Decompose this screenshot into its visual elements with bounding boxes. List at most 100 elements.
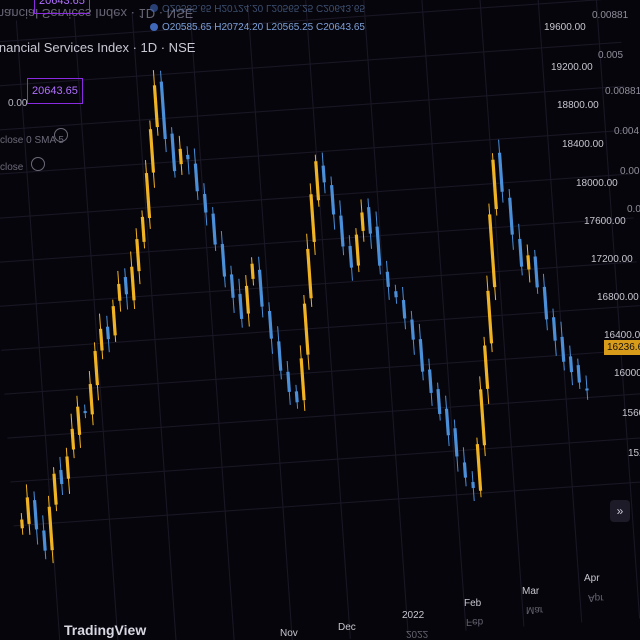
time-axis-label: 2022 <box>402 610 425 621</box>
candle-body <box>117 283 122 301</box>
candle-body <box>202 193 208 213</box>
candle-body <box>306 248 313 299</box>
candle-body <box>193 163 199 192</box>
candle-body <box>453 428 459 457</box>
price-axis-label: 19600.00 <box>544 22 586 33</box>
candle-body <box>436 388 442 415</box>
mirrored-time-axis-label: 2022 <box>406 628 429 639</box>
candle-body <box>418 339 425 372</box>
candle-body <box>186 154 190 160</box>
price-axis-label: 17200.00 <box>591 254 633 265</box>
candle-body <box>238 293 244 320</box>
candle-body <box>111 306 117 336</box>
candle-body <box>88 383 94 415</box>
candle-body <box>76 406 82 435</box>
secondary-axis-label: 0.00881 <box>605 86 640 97</box>
last-value-box[interactable]: 20643.65 <box>27 78 83 104</box>
candle-body <box>471 481 475 489</box>
time-axis-label: Dec <box>338 622 356 633</box>
mirrored-time-axis-label: Mar <box>526 604 544 615</box>
time-axis-label: Nov <box>280 628 298 639</box>
candle-body <box>330 185 336 215</box>
candle-body <box>444 408 450 436</box>
candle-wick <box>585 375 589 400</box>
grid-line <box>302 0 355 640</box>
grid-line <box>533 0 587 640</box>
candle-body <box>526 255 531 270</box>
candle-body <box>25 497 31 525</box>
top-value-box[interactable]: 20643.65 <box>34 0 90 14</box>
grid-line <box>0 257 640 310</box>
price-axis-label: 16800.00 <box>597 292 639 303</box>
candle-body <box>257 269 264 307</box>
indicator-sma-label[interactable]: close 0 SMA 5 <box>0 135 64 146</box>
series-dot-icon <box>150 23 158 32</box>
price-axis-label: 1560 <box>622 408 640 419</box>
candle-body <box>170 133 177 172</box>
candle-body <box>105 326 110 340</box>
candle-body <box>302 303 310 355</box>
candle-body <box>518 238 524 267</box>
candle-body <box>47 506 54 551</box>
grid-line <box>0 37 640 91</box>
candle-body <box>32 500 39 530</box>
candle-body <box>286 371 291 392</box>
candle-body <box>220 243 227 277</box>
price-axis-label: 16400.00 <box>604 330 640 341</box>
grid-line <box>0 169 640 222</box>
grid-line <box>0 0 640 47</box>
price-axis-label: 18000.00 <box>576 178 618 189</box>
candle-body <box>348 245 354 268</box>
mirrored-ohlc: O20585.65 H20724.20 L20565.25 C20643.65 <box>150 2 365 13</box>
indicator-close-label[interactable]: close <box>0 162 24 173</box>
candle-body <box>560 336 566 362</box>
candle-body <box>52 473 58 505</box>
candle-body <box>462 462 468 478</box>
candle-body <box>576 365 581 383</box>
candle-body <box>65 456 71 479</box>
candle-body <box>250 263 255 280</box>
candle-body <box>140 216 146 242</box>
secondary-axis-label: 0.004 <box>614 126 640 137</box>
eye-slash-icon[interactable] <box>31 157 45 171</box>
secondary-axis-label: 0.00881 <box>592 10 629 21</box>
eye-slash-icon[interactable] <box>54 128 68 142</box>
mirrored-time-axis-label: Apr <box>588 592 604 603</box>
chevron-right-icon[interactable]: » <box>610 500 630 522</box>
candle-body <box>277 341 283 371</box>
candle-body <box>385 271 390 288</box>
symbol-title[interactable]: inancial Services Index · 1D · NSE <box>0 40 196 55</box>
grid-line <box>0 0 8 640</box>
candle-body <box>148 129 156 173</box>
candle-body <box>309 194 316 243</box>
candle-body <box>321 165 326 183</box>
grid-line <box>0 81 640 135</box>
candle-body <box>488 214 497 288</box>
candle-body <box>144 172 152 219</box>
candle-body <box>42 530 47 551</box>
candle-body <box>123 276 129 295</box>
time-axis-label: Feb <box>464 598 482 609</box>
candle-body <box>483 345 490 390</box>
grid-line <box>0 213 640 266</box>
grid-line <box>475 0 529 640</box>
candle-body <box>159 81 167 140</box>
price-axis-label: 18400.00 <box>562 139 604 150</box>
tradingview-logo: TradingView <box>64 622 147 638</box>
time-axis-label: Mar <box>522 586 540 597</box>
candle-body <box>211 213 217 245</box>
grid-line <box>186 0 240 640</box>
candle-wick <box>186 146 190 175</box>
secondary-axis-label: 0.00 <box>627 204 640 215</box>
candle-body <box>491 159 498 210</box>
grid-line <box>0 344 640 398</box>
candle-body <box>83 410 87 414</box>
grid-line <box>0 125 640 179</box>
candle-body <box>551 317 557 341</box>
candle-body <box>475 443 483 491</box>
candle-body <box>299 358 306 401</box>
candle-body <box>152 85 159 128</box>
